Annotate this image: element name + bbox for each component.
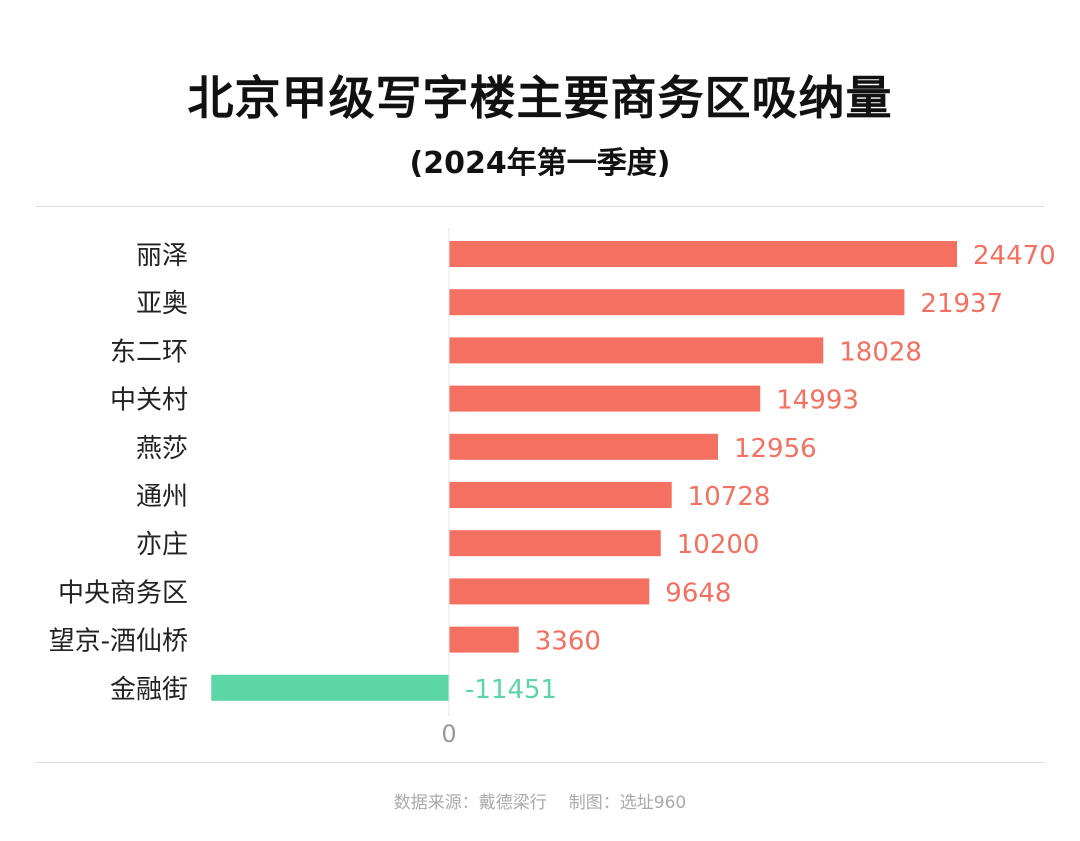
value-label: 12956 [734, 434, 817, 464]
bottom-divider [36, 762, 1044, 763]
bar-2 [449, 337, 824, 364]
bar-4 [449, 433, 718, 460]
value-label: 18028 [839, 337, 922, 367]
category-label: 中央商务区 [58, 578, 188, 608]
value-label: 3360 [535, 627, 601, 657]
value-label: -11451 [465, 675, 557, 705]
bar-9 [211, 674, 449, 701]
category-label: 亚奥 [136, 289, 188, 319]
bar-0 [449, 241, 957, 267]
bar-chart: 丽泽 24470 亚奥 21937 东二环 18028 中关村 14993 燕莎 12956 通州 1… [49, 228, 1056, 748]
category-label: 燕莎 [136, 434, 188, 464]
category-label: 通州 [136, 482, 188, 512]
data-source: 数据来源：戴德梁行 [393, 793, 547, 813]
bar-1 [449, 289, 905, 316]
chart-subtitle: (2024年第一季度) [409, 146, 671, 181]
chart-credit: 制图：选址960 [568, 793, 687, 813]
category-label: 中关村 [110, 386, 188, 416]
value-label: 10200 [677, 530, 760, 560]
category-label: 望京-酒仙桥 [49, 627, 188, 657]
bar-5 [449, 482, 672, 508]
value-label: 9648 [665, 578, 731, 608]
value-label: 14993 [776, 386, 859, 416]
x-tick-label: 0 [441, 720, 456, 748]
value-label: 10728 [688, 482, 771, 512]
bar-6 [449, 530, 661, 557]
value-label: 24470 [973, 241, 1056, 271]
top-divider [36, 206, 1044, 207]
bar-3 [449, 385, 761, 412]
source-note: 数据来源：戴德梁行 制图：选址960 [0, 788, 1080, 813]
category-label: 金融街 [110, 675, 188, 705]
bar-7 [449, 578, 650, 605]
category-label: 丽泽 [136, 241, 188, 271]
bar-8 [449, 626, 519, 653]
category-label: 东二环 [110, 337, 188, 367]
category-label: 亦庄 [136, 530, 188, 560]
value-label: 21937 [920, 289, 1003, 319]
chart-title: 北京甲级写字楼主要商务区吸纳量 [187, 71, 893, 125]
